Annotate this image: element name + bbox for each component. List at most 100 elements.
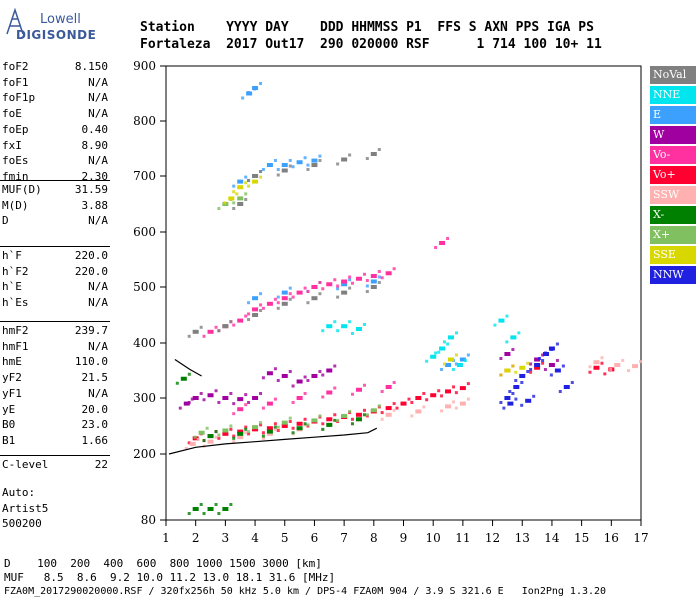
echo-point-noval: [348, 153, 352, 157]
param-row: foE N/A: [2, 106, 108, 121]
echo-point-noval: [370, 285, 377, 289]
y-tick-label: 80: [141, 513, 156, 527]
echo-point-x: [180, 376, 187, 381]
echo-point-noval: [222, 324, 229, 329]
echo-point-e: [244, 175, 248, 179]
echo-point-e: [259, 292, 263, 296]
y-tick-label: 900: [133, 59, 156, 73]
echo-point-ssw: [614, 363, 621, 367]
echo-point-noval: [237, 202, 244, 206]
echo-point-vo: [440, 394, 444, 398]
echo-point-vo: [303, 392, 307, 395]
echo-point-ssw: [214, 435, 218, 439]
echo-point-w: [276, 379, 280, 382]
echo-point-w: [261, 376, 265, 380]
echo-point-x: [252, 425, 259, 430]
echo-point-vo: [400, 401, 407, 406]
echo-point-ssw: [266, 431, 273, 436]
param-label: foEs: [2, 154, 29, 168]
echo-point-x: [187, 512, 191, 515]
echo-point-vo: [588, 370, 592, 374]
echo-point-vo: [296, 290, 303, 295]
echo-point-noval: [281, 168, 288, 173]
param-value: 21.5: [81, 371, 109, 385]
echo-point-vo: [232, 323, 236, 327]
echo-point-e: [241, 96, 245, 100]
x-tick-label: 8: [370, 531, 378, 545]
echo-point-ssw: [422, 405, 426, 409]
echo-point-w: [252, 396, 259, 400]
legend-item: Vo-: [650, 146, 696, 164]
param-label: yF2: [2, 371, 22, 385]
echo-point-x: [247, 430, 251, 434]
x-tick-label: 10: [426, 531, 441, 545]
echo-point-e: [454, 362, 458, 366]
echo-point-noval: [365, 290, 369, 293]
echo-point-x: [199, 503, 203, 506]
x-tick-label: 16: [604, 531, 619, 545]
echo-point-e: [440, 368, 444, 371]
echo-point-nne: [350, 332, 354, 335]
echo-point-x: [362, 413, 366, 417]
param-row: foEp 0.40: [2, 122, 108, 137]
echo-point-x: [237, 196, 244, 201]
echo-point-nnw: [570, 381, 574, 384]
param-label: MUF(D): [2, 183, 42, 196]
echo-point-vo: [252, 427, 259, 432]
echo-point-vo: [377, 270, 381, 273]
echo-point-w: [266, 371, 273, 376]
echo-point-ssw: [207, 439, 214, 444]
echo-point-vo: [326, 417, 333, 422]
echo-point-vo: [187, 441, 191, 445]
echo-point-w: [202, 398, 206, 402]
y-tick-label: 700: [133, 169, 156, 183]
echo-point-vo: [355, 387, 362, 392]
param-value: N/A: [88, 154, 108, 168]
echo-point-nnw: [520, 403, 524, 407]
echo-point-vo: [291, 426, 295, 430]
echo-point-e: [237, 179, 244, 184]
echo-point-sse: [252, 179, 259, 184]
echo-point-noval: [199, 325, 203, 329]
echo-point-vo: [232, 434, 236, 438]
echo-point-x: [259, 421, 263, 425]
echo-point-e: [377, 275, 381, 279]
echo-point-ssw: [415, 409, 422, 414]
echo-point-x: [273, 425, 277, 429]
echo-point-e: [365, 284, 369, 288]
echo-point-vo: [434, 246, 438, 249]
param-value: 23.0: [81, 418, 109, 432]
header-labels: Station YYYY DAY DDD HHMMSS P1 FFS S AXN…: [140, 20, 594, 35]
echo-point-noval: [341, 157, 348, 162]
param-row: foF2 8.150: [2, 59, 108, 74]
echo-point-nnw: [514, 397, 518, 401]
echo-point-ssw: [621, 359, 625, 362]
echo-point-vo: [237, 318, 244, 323]
echo-point-sse: [455, 353, 458, 357]
legend-item: NNE: [650, 86, 696, 104]
param-label: foF1p: [2, 91, 36, 105]
echo-point-e: [276, 168, 280, 171]
echo-point-x: [365, 413, 369, 417]
echo-point-noval: [377, 281, 381, 284]
param-value: 31.59: [74, 183, 108, 196]
echo-point-noval: [377, 148, 381, 151]
param-value: 220.0: [74, 249, 108, 262]
param-label: B1: [2, 433, 16, 447]
param-value: 8.90: [81, 138, 109, 152]
echo-point-ssw: [385, 412, 392, 417]
echo-point-ssw: [232, 440, 236, 444]
echo-point-e: [252, 296, 259, 301]
param-label: hmF1: [2, 339, 29, 353]
echo-point-e: [445, 363, 452, 367]
param-separator: [0, 246, 110, 247]
echo-point-vo: [273, 422, 277, 426]
param-row: hmF2 239.7: [2, 323, 108, 338]
echo-point-x: [217, 433, 221, 437]
echo-point-vo: [276, 429, 280, 432]
param-value: 3.88: [81, 198, 109, 212]
param-label: M(D): [2, 198, 29, 212]
echo-point-w: [288, 370, 292, 373]
echo-point-w: [217, 401, 221, 404]
echo-point-vo: [341, 279, 348, 284]
